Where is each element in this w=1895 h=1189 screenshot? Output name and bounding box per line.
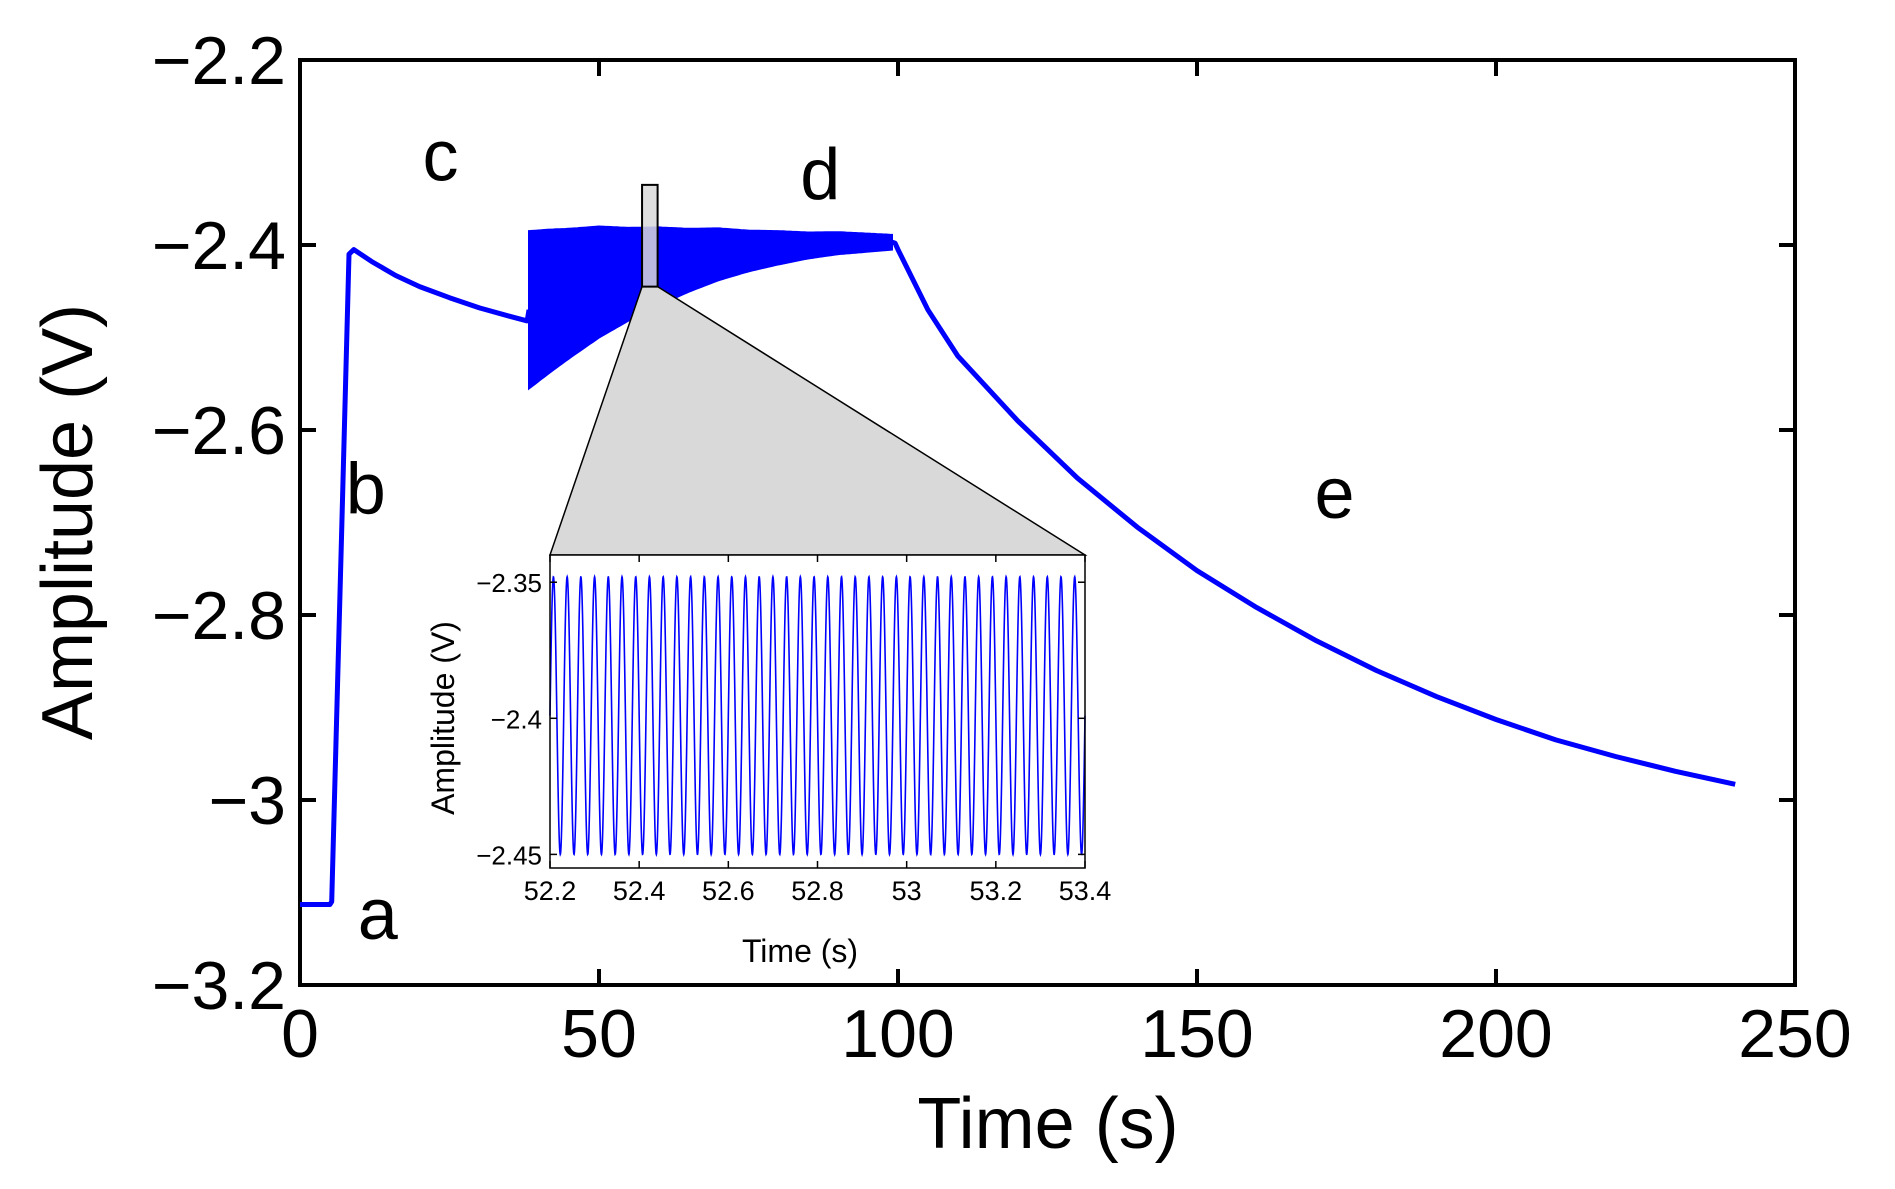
main-annotations: a b c d e: [346, 116, 1355, 955]
inset-plot-data: [549, 573, 1086, 858]
inset-x-tick-label: 52.4: [613, 876, 666, 906]
inset-y-tick-label: −2.35: [476, 568, 542, 598]
main-y-tick-label: −3.2: [152, 948, 286, 1024]
main-plot: −2.2 −2.4 −2.6 −2.8 −3 −3.2 0 50 100 150 200 250 a…: [28, 23, 1852, 1164]
annotation-d: d: [800, 135, 840, 215]
main-x-tick-label: 150: [1140, 996, 1253, 1072]
main-x-tick-label: 200: [1439, 996, 1552, 1072]
inset-y-ticks: −2.35 −2.4 −2.45: [476, 568, 1085, 870]
annotation-a: a: [358, 875, 399, 955]
annotation-c: c: [423, 116, 459, 196]
main-y-tick-label: −2.8: [152, 578, 286, 654]
inset-series-line: [549, 573, 1086, 858]
inset-x-tick-label: 52.2: [524, 876, 577, 906]
main-x-ticks: 0 50 100 150 200 250: [281, 60, 1852, 1072]
main-y-tick-label: −2.2: [152, 23, 286, 99]
inset-y-tick-label: −2.4: [491, 704, 542, 734]
main-y-tick-label: −2.4: [152, 208, 286, 284]
inset-y-tick-label: −2.45: [476, 840, 542, 870]
inset-y-axis-label: Amplitude (V): [425, 621, 461, 815]
main-series-line-rise: [300, 247, 532, 907]
inset-x-tick-label: 52.6: [702, 876, 755, 906]
main-x-axis-label: Time (s): [917, 1084, 1178, 1164]
main-y-tick-label: −2.6: [152, 393, 286, 469]
zoom-region-box: [641, 183, 659, 288]
inset-x-tick-label: 53.4: [1059, 876, 1112, 906]
annotation-b: b: [346, 449, 386, 529]
main-x-tick-label: 0: [281, 996, 319, 1072]
inset-x-tick-label: 53: [892, 876, 922, 906]
annotation-e: e: [1315, 454, 1355, 534]
main-y-axis-label: Amplitude (V): [28, 304, 108, 740]
main-x-tick-label: 50: [561, 996, 637, 1072]
inset-x-tick-label: 52.8: [791, 876, 844, 906]
main-plot-frame: [298, 58, 1797, 987]
inset-x-axis-label: Time (s): [742, 933, 858, 969]
main-x-tick-label: 250: [1738, 996, 1851, 1072]
main-y-tick-label: −3: [208, 763, 286, 839]
main-x-tick-label: 100: [841, 996, 954, 1072]
main-y-ticks: −2.2 −2.4 −2.6 −2.8 −3 −3.2: [152, 23, 1795, 1024]
main-series-line-decay: [891, 239, 1736, 787]
inset-plot: −2.35 −2.4 −2.45 52.2 52.4 52.6 52.8 53 53.2 53.…: [425, 554, 1112, 969]
zoom-callout-triangle: [548, 285, 1088, 556]
inset-x-ticks: 52.2 52.4 52.6 52.8 53 53.2 53.4: [524, 555, 1112, 906]
inset-x-tick-label: 53.2: [970, 876, 1023, 906]
